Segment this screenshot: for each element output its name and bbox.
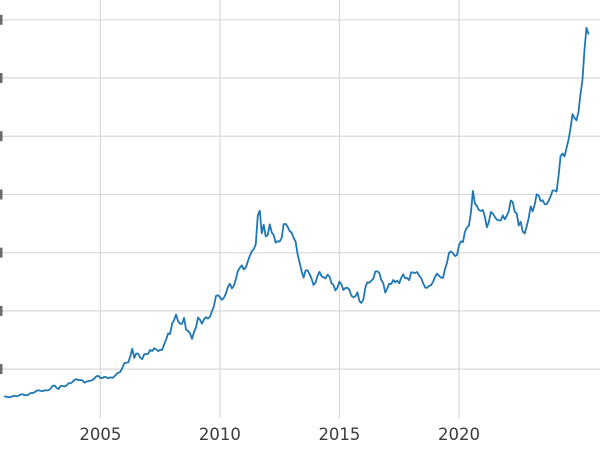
cropped-y-tick-label [0,305,3,316]
x-tick-label: 2015 [318,425,360,444]
cropped-y-tick-label [0,14,3,25]
x-tick-label: 2005 [79,425,121,444]
cropped-y-tick-label [0,364,3,375]
cropped-y-tick-label [0,247,3,258]
x-tick-label: 2020 [438,425,480,444]
price-series-line [3,27,590,399]
cropped-y-tick-label [0,189,3,200]
x-tick-label: 2010 [199,425,241,444]
cropped-y-tick-label [0,73,3,84]
cropped-y-tick-label [0,131,3,142]
